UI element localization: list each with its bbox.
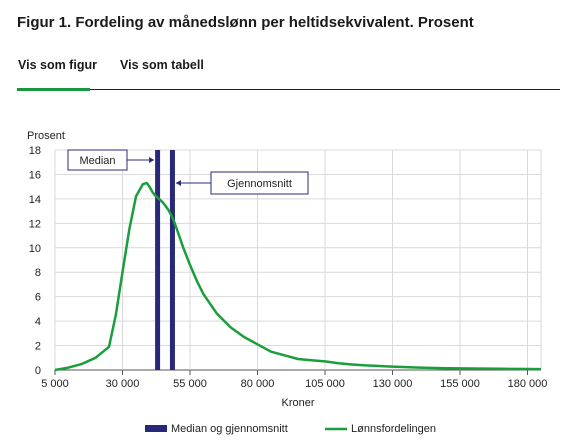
y-tick-label: 12 — [29, 218, 41, 230]
x-tick-label: 130 000 — [373, 378, 413, 390]
x-tick-label: 155 000 — [440, 378, 480, 390]
y-tick-label: 18 — [29, 145, 41, 157]
y-tick-label: 2 — [35, 341, 41, 353]
bar-median — [155, 150, 161, 370]
legend-swatch-median-gjennomsnitt — [145, 425, 167, 432]
arrowhead-gjennomsnitt — [175, 180, 181, 186]
gridlines — [54, 149, 542, 375]
y-axis-label: Prosent — [27, 130, 65, 142]
tab-vis-som-tabell[interactable]: Vis som tabell — [120, 58, 204, 72]
x-axis-label: Kroner — [281, 397, 314, 409]
x-tick-label: 30 000 — [106, 378, 140, 390]
x-tick-label: 180 000 — [508, 378, 548, 390]
legend-label-lonnsfordelingen: Lønnsfordelingen — [351, 423, 436, 435]
y-tick-labels: 0 2 4 6 8 10 12 14 16 18 — [29, 145, 41, 377]
annotation-median: Median — [79, 155, 115, 167]
annotation-gjennomsnitt: Gjennomsnitt — [227, 178, 292, 190]
y-tick-label: 16 — [29, 169, 41, 181]
active-tab-indicator — [17, 88, 90, 91]
y-tick-label: 0 — [35, 365, 41, 377]
y-tick-label: 4 — [35, 316, 41, 328]
x-tick-label: 105 000 — [305, 378, 345, 390]
bar-gjennomsnitt — [169, 150, 175, 370]
tab-vis-som-figur[interactable]: Vis som figur — [18, 58, 97, 72]
x-tick-labels: 5 000 30 000 55 000 80 000 105 000 130 000 155… — [41, 378, 547, 390]
y-tick-label: 10 — [29, 243, 41, 255]
legend: Median og gjennomsnitt Lønnsfordelingen — [145, 423, 436, 435]
x-tick-label: 55 000 — [173, 378, 207, 390]
series-line-lonnsfordelingen — [54, 181, 542, 372]
arrowhead-median — [149, 157, 155, 163]
y-tick-label: 14 — [29, 194, 41, 206]
y-tick-label: 6 — [35, 292, 41, 304]
x-tick-label: 5 000 — [41, 378, 69, 390]
y-tick-label: 8 — [35, 267, 41, 279]
annotations: Median Gjennomsnitt — [67, 149, 309, 195]
view-tabs: Vis som figur Vis som tabell — [17, 58, 560, 91]
figure-title: Figur 1. Fordeling av månedslønn per hel… — [17, 14, 474, 31]
salary-distribution-chart: Prosent 0 2 4 6 8 10 12 14 16 18 5 000 30 000 55 00… — [27, 130, 547, 435]
x-tick-label: 80 000 — [241, 378, 275, 390]
legend-label-median-gjennomsnitt: Median og gjennomsnitt — [171, 423, 288, 435]
median-mean-bars — [155, 150, 175, 370]
